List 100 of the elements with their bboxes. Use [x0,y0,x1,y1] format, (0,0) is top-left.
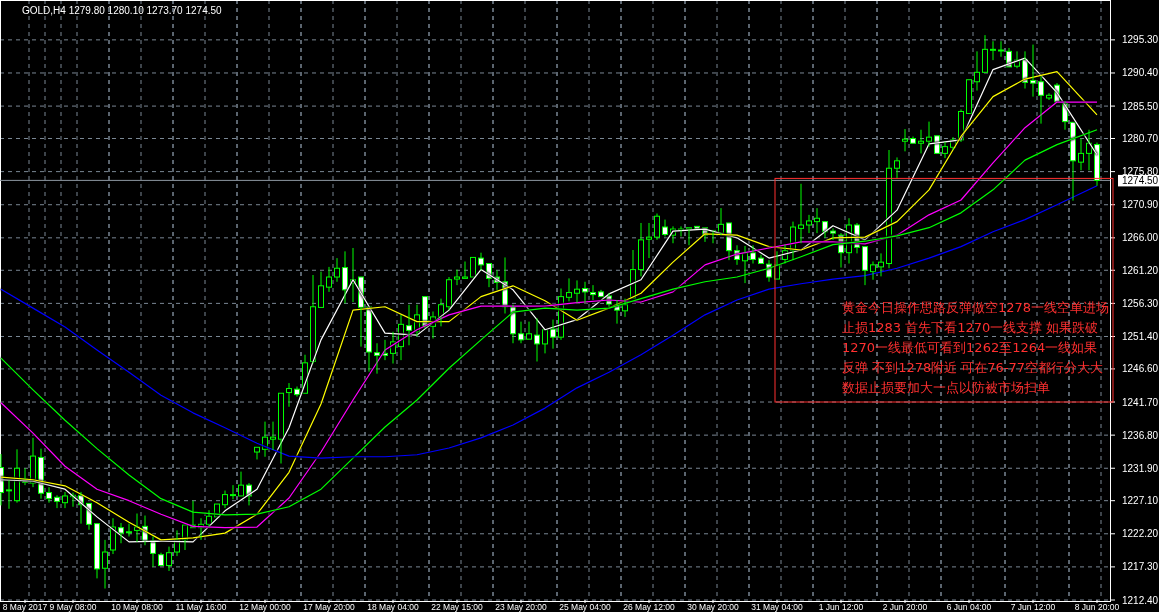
candlestick [422,296,428,329]
y-tick-label: 1261.20 [1122,264,1159,276]
candlestick [726,222,732,261]
candlestick [38,448,44,500]
candlestick [486,263,492,288]
candlestick [798,183,804,244]
candlestick [286,382,292,408]
candlestick [94,523,100,579]
x-tick-label: 10 May 08:00 [111,602,164,612]
candlestick [574,279,580,304]
candlestick [1046,92,1052,101]
candlestick [886,149,892,269]
candlestick [366,306,372,373]
x-tick-label: 8 Jun 20:00 [1074,602,1120,612]
candlestick [934,135,940,154]
y-tick-label: 1231.90 [1122,462,1159,474]
candlestick [582,281,588,304]
candlestick [374,342,380,375]
candlestick [590,284,596,301]
candlestick [230,484,236,500]
candlestick [446,276,452,311]
candlestick [46,486,52,504]
candlestick [598,289,604,298]
x-tick-label: 17 May 20:00 [303,602,356,612]
candlestick [566,277,572,302]
candlestick [510,304,516,344]
candlestick [342,250,348,304]
candlestick [182,524,188,551]
candlestick [254,446,260,460]
candlestick [166,546,172,572]
candlestick [942,141,948,159]
candlestick [814,207,820,234]
candlestick [470,256,476,278]
y-tick-label: 1251.40 [1122,330,1159,342]
candlestick [174,529,180,557]
candlestick [990,40,996,61]
candlestick [246,482,252,506]
y-tick-label: 1266.00 [1122,232,1159,244]
candlestick [862,246,868,286]
candlestick [686,227,692,246]
candlestick [878,252,884,277]
x-tick-label: 22 May 15:00 [431,602,484,612]
candlestick [662,219,668,237]
candlestick [918,129,924,154]
candlestick [910,135,916,144]
candlestick [54,494,60,509]
y-tick-label: 1256.30 [1122,297,1159,309]
candlestick [110,517,116,555]
candlestick [750,244,756,265]
x-tick-label: 30 May 20:00 [687,602,740,612]
y-tick-label: 1246.60 [1122,363,1159,375]
candlestick [462,260,468,279]
candlestick [358,276,364,348]
candlestick [30,437,36,488]
candlestick [478,252,484,271]
x-tick-label: 26 May 12:00 [623,602,676,612]
x-tick-label: 7 Jun 12:00 [1010,602,1056,612]
y-tick-label: 1285.50 [1122,100,1159,112]
y-tick-label: 1270.90 [1122,199,1159,211]
candlestick [998,40,1004,58]
candlestick [766,259,772,283]
candlestick [534,317,540,362]
candlestick [334,257,340,283]
candlestick [62,491,68,509]
candlestick [158,552,164,567]
y-tick-label: 1290.40 [1122,67,1159,79]
x-tick-label: 8 May 2017 [2,602,48,612]
x-tick-label: 2 Jun 20:00 [882,602,928,612]
y-tick-label: 1295.30 [1122,34,1159,46]
candlestick [630,249,636,299]
y-tick-label: 1217.30 [1122,561,1159,573]
candlestick [86,502,92,531]
candlestick [926,121,932,148]
x-tick-label: 31 May 04:00 [751,602,804,612]
y-tick-label: 1280.70 [1122,133,1159,145]
x-tick-label: 23 May 20:00 [495,602,548,612]
candlestick [550,319,556,350]
candlestick [894,156,900,179]
candlestick [518,321,524,344]
x-tick-label: 18 May 04:00 [367,602,420,612]
y-tick-label: 1227.10 [1122,495,1159,507]
candlestick [310,274,316,365]
candlestick [278,392,284,465]
candlestick [14,448,20,504]
candlestick [454,269,460,286]
candlestick [6,479,12,510]
candlestick [294,385,300,398]
y-tick-label: 1212.40 [1122,594,1159,606]
candlestick [966,79,972,115]
candlestick [870,260,876,281]
candlestick [902,128,908,152]
candlestick [270,421,276,451]
candlestick [438,298,444,327]
y-tick-label: 1241.70 [1122,396,1159,408]
x-tick-label: 9 May 08:00 [49,602,97,612]
candlestick [1062,100,1068,131]
candlestick [718,207,724,236]
candlestick [238,471,244,497]
candlestick [822,221,828,239]
candlestick [974,50,980,92]
